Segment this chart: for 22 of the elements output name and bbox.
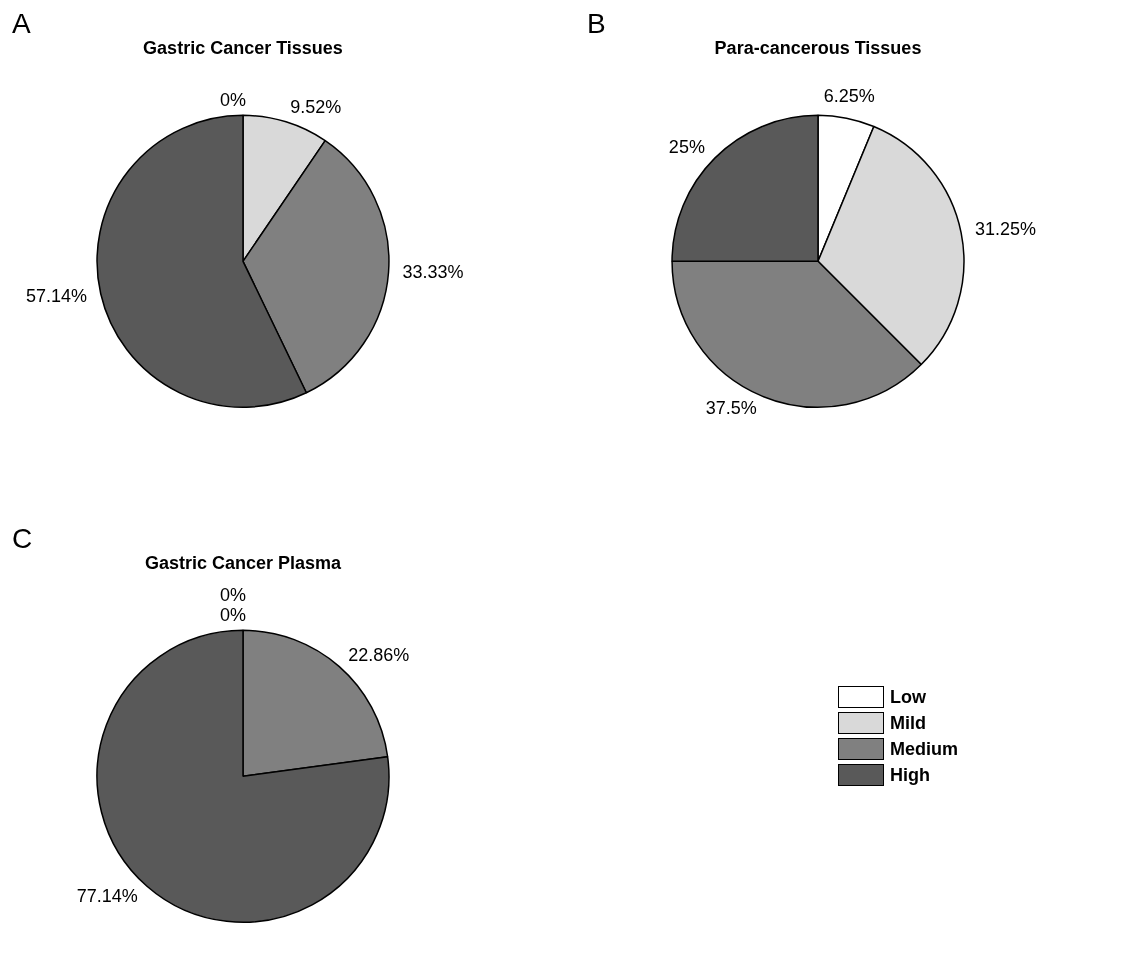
legend-label: Low bbox=[890, 686, 926, 708]
data-label: 77.14% bbox=[76, 885, 138, 906]
data-label: 9.52% bbox=[290, 97, 342, 118]
data-label: 22.86% bbox=[348, 644, 410, 665]
legend-label: Mild bbox=[890, 712, 926, 734]
text: 0% bbox=[219, 585, 247, 606]
legend-label: High bbox=[890, 764, 930, 786]
text: A bbox=[12, 8, 31, 40]
text: C bbox=[12, 523, 33, 555]
data-label: 25% bbox=[668, 137, 705, 158]
data-label: 31.25% bbox=[974, 219, 1036, 240]
data-label: 57.14% bbox=[26, 285, 88, 306]
data-label: 33.33% bbox=[402, 262, 464, 283]
data-label: 6.25% bbox=[823, 85, 875, 106]
chart-title: Gastric Cancer Tissues bbox=[143, 37, 343, 58]
chart-title: Para-cancerous Tissues bbox=[714, 37, 922, 58]
legend-label: Medium bbox=[890, 738, 959, 760]
chart-title: Gastric Cancer Plasma bbox=[144, 552, 343, 573]
text: 0% bbox=[219, 90, 247, 111]
text: B bbox=[587, 8, 606, 40]
text: 0% bbox=[219, 605, 247, 626]
data-label: 37.5% bbox=[705, 398, 757, 419]
